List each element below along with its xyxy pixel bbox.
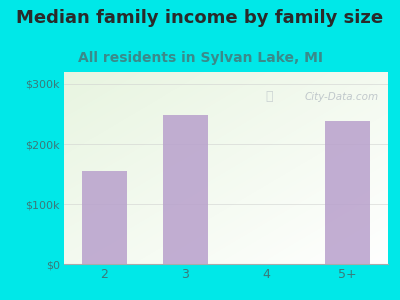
Bar: [163, 115, 208, 264]
Bar: [325, 121, 370, 264]
Bar: [82, 171, 127, 264]
Text: All residents in Sylvan Lake, MI: All residents in Sylvan Lake, MI: [78, 51, 322, 65]
Text: ⓘ: ⓘ: [265, 91, 272, 103]
Text: City-Data.com: City-Data.com: [304, 92, 378, 102]
Text: Median family income by family size: Median family income by family size: [16, 9, 384, 27]
